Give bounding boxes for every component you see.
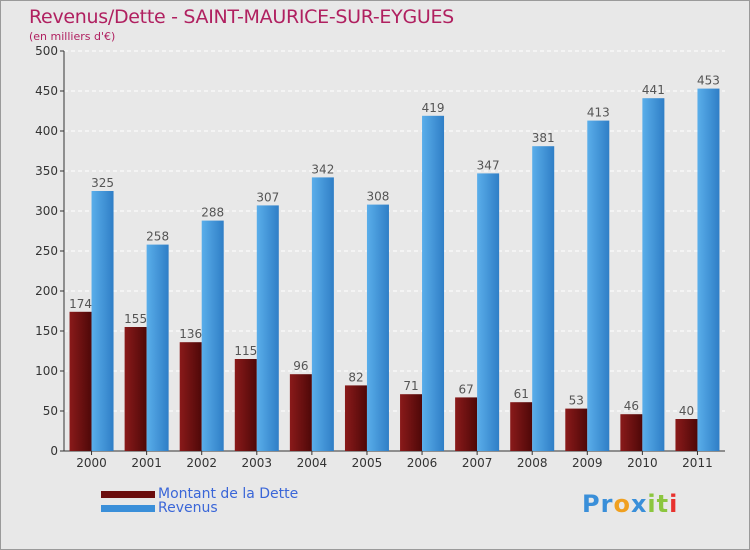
y-tick-label: 250 xyxy=(35,244,58,258)
data-label-debt: 71 xyxy=(403,379,418,393)
data-label-revenus: 325 xyxy=(91,176,114,190)
data-label-revenus: 419 xyxy=(422,101,445,115)
bar-debt xyxy=(565,408,588,451)
bar-revenus xyxy=(311,177,334,451)
bar-revenus xyxy=(146,244,169,451)
x-tick-label: 2011 xyxy=(682,456,713,470)
logo-letter: i xyxy=(647,490,657,518)
data-label-debt: 46 xyxy=(624,399,639,413)
x-tick-label: 2007 xyxy=(462,456,493,470)
x-tick-label: 2003 xyxy=(242,456,273,470)
bar-debt xyxy=(400,394,423,451)
bar-revenus xyxy=(642,98,665,451)
y-tick-label: 400 xyxy=(35,124,58,138)
x-tick-label: 2006 xyxy=(407,456,438,470)
bar-debt xyxy=(289,374,312,451)
bar-revenus xyxy=(256,205,279,451)
bar-revenus xyxy=(422,115,445,452)
data-label-revenus: 307 xyxy=(256,190,279,204)
y-tick-label: 450 xyxy=(35,84,58,98)
legend-swatch-revenus xyxy=(101,504,155,512)
x-tick-label: 2000 xyxy=(76,456,107,470)
x-tick-label: 2010 xyxy=(627,456,658,470)
bar-revenus xyxy=(91,191,114,451)
logo-letter: P xyxy=(582,490,601,518)
data-label-revenus: 258 xyxy=(146,230,169,244)
y-tick-label: 0 xyxy=(50,444,58,458)
y-tick-label: 300 xyxy=(35,204,58,218)
x-tick-label: 2005 xyxy=(352,456,383,470)
data-label-debt: 136 xyxy=(179,327,202,341)
data-label-revenus: 288 xyxy=(201,206,224,220)
y-tick-label: 350 xyxy=(35,164,58,178)
x-tick-label: 2001 xyxy=(131,456,162,470)
data-label-debt: 53 xyxy=(569,394,584,408)
legend-label-debt: Montant de la Dette xyxy=(158,486,299,502)
legend-item-revenus: Revenus xyxy=(101,501,298,515)
bar-revenus xyxy=(697,88,720,451)
x-tick-label: 2004 xyxy=(297,456,328,470)
x-tick-label: 2009 xyxy=(572,456,603,470)
data-label-revenus: 453 xyxy=(697,74,720,88)
data-label-revenus: 441 xyxy=(642,83,665,97)
bar-revenus xyxy=(532,146,555,451)
bar-debt xyxy=(124,327,147,451)
data-label-revenus: 347 xyxy=(477,158,500,172)
bar-debt xyxy=(675,419,698,451)
bar-revenus xyxy=(366,204,389,451)
legend-item-debt: Montant de la Dette xyxy=(101,487,298,501)
data-label-debt: 40 xyxy=(679,404,694,418)
data-label-debt: 82 xyxy=(348,370,363,384)
chart-title: Revenus/Dette - SAINT-MAURICE-SUR-EYGUES xyxy=(29,6,454,28)
data-label-revenus: 308 xyxy=(367,190,390,204)
x-tick-label: 2002 xyxy=(186,456,217,470)
data-label-revenus: 342 xyxy=(311,162,334,176)
logo-letter: t xyxy=(656,490,670,518)
y-tick-label: 50 xyxy=(43,404,58,418)
data-label-debt: 96 xyxy=(293,359,308,373)
chart-subtitle: (en milliers d'€) xyxy=(29,30,116,43)
legend: Montant de la Dette Revenus xyxy=(101,487,298,515)
data-label-debt: 67 xyxy=(458,382,473,396)
bar-debt xyxy=(344,385,367,451)
bar-debt xyxy=(69,311,92,451)
bar-debt xyxy=(510,402,533,451)
logo-letter: x xyxy=(630,490,648,518)
bar-revenus xyxy=(201,220,224,451)
bar-debt xyxy=(620,414,643,451)
x-tick-label: 2008 xyxy=(517,456,548,470)
logo-letter: i xyxy=(669,490,679,518)
legend-label-revenus: Revenus xyxy=(158,500,218,516)
legend-swatch-debt xyxy=(101,490,155,498)
y-tick-label: 100 xyxy=(35,364,58,378)
data-label-revenus: 413 xyxy=(587,106,610,120)
data-label-revenus: 381 xyxy=(532,131,555,145)
logo-letter: r xyxy=(600,490,614,518)
data-label-debt: 155 xyxy=(124,312,147,326)
logo-letter: o xyxy=(613,490,631,518)
bar-revenus xyxy=(587,120,610,451)
data-label-debt: 115 xyxy=(234,344,257,358)
proxiti-logo: Proxiti xyxy=(582,490,678,518)
y-tick-label: 500 xyxy=(35,44,58,58)
y-tick-label: 200 xyxy=(35,284,58,298)
bar-debt xyxy=(234,359,257,451)
data-label-debt: 61 xyxy=(514,387,529,401)
bar-debt xyxy=(455,397,478,451)
bar-debt xyxy=(179,342,202,451)
bar-revenus xyxy=(477,173,500,451)
data-label-debt: 174 xyxy=(69,297,92,311)
y-tick-label: 150 xyxy=(35,324,58,338)
